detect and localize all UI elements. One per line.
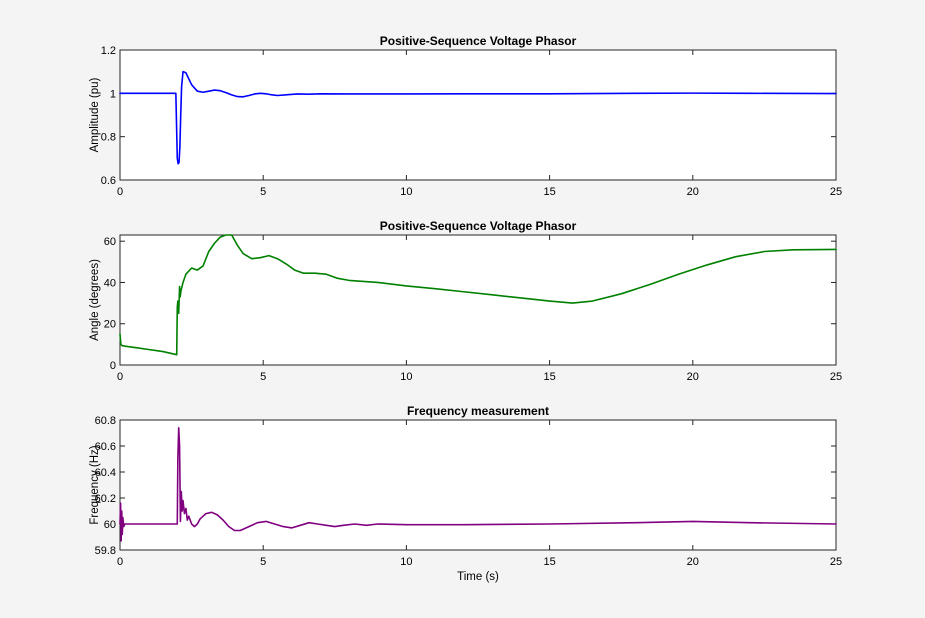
y-tick-label: 0.8	[101, 132, 116, 144]
y-tick-label: 60.2	[95, 493, 116, 505]
x-ticks: 0 5 10 15 20 25	[117, 235, 842, 383]
y-tick-label: 60.6	[95, 441, 116, 453]
axes-area-angle	[119, 234, 837, 366]
plot-lines	[119, 426, 837, 542]
y-axis-label: Amplitude (pu)	[89, 77, 101, 152]
x-tick-label: 25	[830, 556, 842, 568]
x-tick-label: 0	[117, 371, 123, 383]
x-tick-label: 20	[687, 186, 699, 198]
x-tick-label: 10	[400, 556, 412, 568]
x-tick-label: 5	[260, 556, 266, 568]
subplot-title: Positive-Sequence Voltage Phasor	[380, 34, 577, 48]
subplot-angle: Positive-Sequence Voltage Phasor Angle (…	[89, 219, 842, 383]
subplot-title: Positive-Sequence Voltage Phasor	[380, 219, 577, 233]
y-tick-label: 60.8	[95, 415, 116, 427]
subplot-amplitude: Positive-Sequence Voltage Phasor Amplitu…	[89, 34, 842, 198]
series-line	[119, 234, 837, 356]
axes-area-amplitude	[119, 49, 837, 181]
x-ticks: 0 5 10 15 20 25	[117, 420, 842, 568]
plot-lines	[119, 234, 837, 356]
y-tick-label: 40	[104, 277, 116, 289]
axes-area-frequency	[119, 419, 837, 551]
series-line	[119, 70, 837, 165]
y-tick-label: 20	[104, 319, 116, 331]
y-tick-label: 1.2	[101, 45, 116, 57]
x-tick-label: 10	[400, 371, 412, 383]
plot-lines	[119, 70, 837, 165]
x-tick-label: 5	[260, 371, 266, 383]
x-axis-label: Time (s)	[457, 571, 499, 583]
x-tick-label: 5	[260, 186, 266, 198]
series-line	[119, 426, 837, 542]
y-ticks: 0 20 40 60	[104, 236, 836, 372]
x-tick-label: 15	[543, 371, 555, 383]
x-tick-label: 25	[830, 186, 842, 198]
y-tick-label: 60	[104, 519, 116, 531]
y-tick-label: 0.6	[101, 175, 116, 187]
y-tick-label: 60.4	[95, 467, 116, 479]
x-tick-label: 20	[687, 556, 699, 568]
y-tick-label: 1	[110, 88, 116, 100]
y-axis-label: Frequency (Hz)	[89, 445, 101, 524]
x-tick-label: 0	[117, 186, 123, 198]
y-ticks: 59.8 60 60.2 60.4 60.6 60.8	[95, 415, 836, 557]
subplot-title: Frequency measurement	[407, 404, 549, 418]
x-tick-label: 10	[400, 186, 412, 198]
x-tick-label: 15	[543, 186, 555, 198]
y-tick-label: 59.8	[95, 545, 116, 557]
x-tick-label: 0	[117, 556, 123, 568]
y-ticks: 0.6 0.8 1 1.2	[101, 45, 836, 187]
subplot-frequency: Frequency measurement Frequency (Hz) Tim…	[89, 404, 842, 583]
x-ticks: 0 5 10 15 20 25	[117, 50, 842, 198]
y-tick-label: 0	[110, 360, 116, 372]
y-tick-label: 60	[104, 236, 116, 248]
y-axis-label: Angle (degrees)	[89, 259, 101, 341]
x-tick-label: 25	[830, 371, 842, 383]
x-tick-label: 20	[687, 371, 699, 383]
x-tick-label: 15	[543, 556, 555, 568]
